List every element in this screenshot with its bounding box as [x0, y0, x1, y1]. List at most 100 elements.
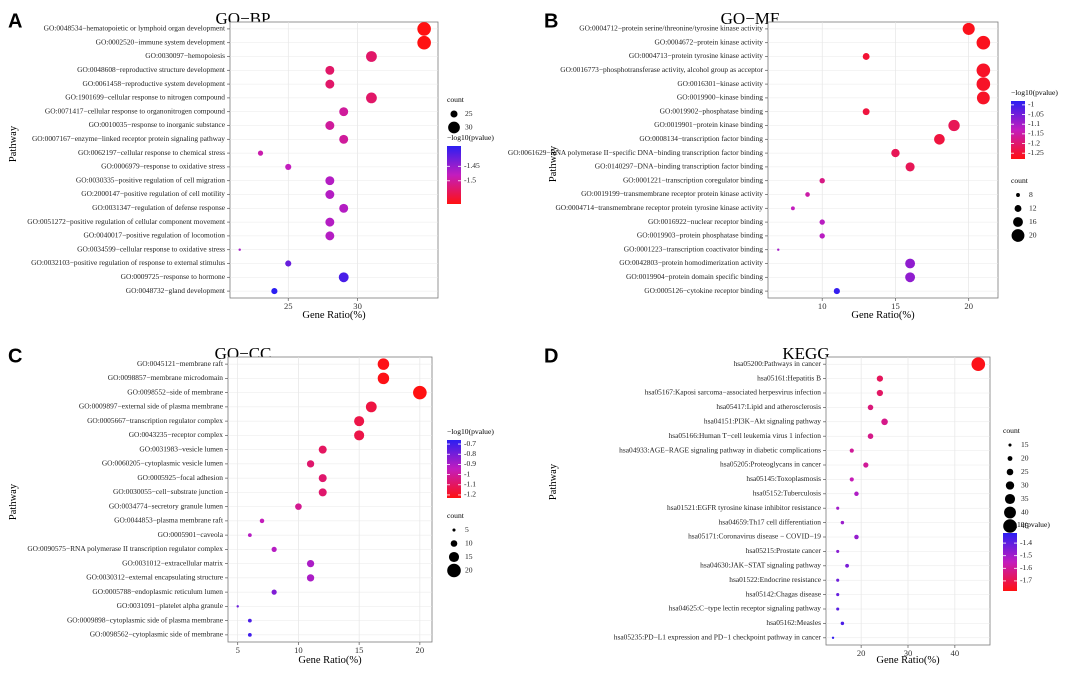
color-legend-label: -1.5: [1020, 550, 1032, 559]
data-point: [325, 231, 335, 241]
y-tick-label: GO:0019900−kinase binding: [677, 93, 763, 102]
data-point: [325, 190, 335, 199]
color-legend-title: −log10(pvalue): [1011, 88, 1058, 97]
data-point: [238, 248, 241, 251]
y-tick-label: GO:0019901−protein kinase binding: [654, 120, 763, 129]
data-point: [271, 288, 278, 295]
y-tick-label: hsa04151:PI3K−Akt signaling pathway: [704, 417, 821, 426]
y-tick-label: GO:0009897−external side of plasma membr…: [79, 402, 224, 411]
y-tick-label: GO:0001221−transcription coregulator bin…: [623, 175, 763, 184]
data-point: [819, 178, 825, 184]
y-tick-label: GO:0009898−cytoplasmic side of plasma me…: [67, 615, 224, 624]
y-tick-label: GO:0030312−external encapsulating struct…: [86, 573, 223, 582]
x-tick-label: 10: [294, 645, 303, 655]
y-tick-label: GO:0061458−reproductive system developme…: [82, 79, 225, 88]
y-tick-label: GO:0030097−hemopoiesis: [145, 51, 225, 60]
data-point: [257, 150, 264, 156]
panel-b: B GO−MF 10 15 20 GO:0004712−protein serine/th…: [508, 9, 1058, 321]
x-tick-label: 20: [857, 648, 866, 658]
y-tick-label: hsa05162:Measles: [766, 618, 821, 627]
y-axis-label: Pathway: [548, 463, 559, 500]
y-tick-label: GO:0034774−secretory granule lumen: [109, 501, 223, 510]
data-point: [325, 121, 335, 130]
size-legend-dot: [1004, 493, 1016, 505]
y-tick-label: hsa01521:EGFR tyrosine kinase inhibitor …: [667, 503, 822, 512]
y-tick-label: GO:0016301−kinase activity: [677, 79, 763, 88]
color-bar: [447, 440, 461, 498]
size-legend-title: count: [1011, 176, 1029, 185]
data-point: [325, 217, 335, 227]
y-tick-label: hsa05205:Proteoglycans in cancer: [720, 460, 822, 469]
size-legend-dot: [447, 563, 461, 578]
data-point: [247, 632, 252, 637]
color-legend-label: -0.9: [464, 459, 476, 468]
x-axis-label: Gene Ratio(%): [302, 310, 366, 321]
data-point: [339, 203, 349, 213]
data-point: [366, 92, 377, 104]
data-point: [777, 248, 780, 251]
size-legend-label: 20: [1021, 453, 1029, 462]
data-point: [976, 77, 991, 91]
size-legend-dot: [1016, 193, 1020, 197]
panel-letter: C: [8, 345, 22, 367]
x-tick-label: 40: [951, 648, 960, 658]
color-bar: [447, 146, 461, 204]
data-point: [339, 134, 349, 144]
color-legend-label: -1.2: [464, 490, 476, 499]
y-tick-label: GO:0098857−membrane microdomain: [108, 373, 224, 382]
data-point: [876, 375, 884, 382]
y-tick-label: GO:0016922−nuclear receptor binding: [648, 217, 763, 226]
y-tick-label: GO:0042803−protein homodimerization acti…: [619, 258, 763, 267]
size-legend-label: 5: [465, 525, 469, 534]
data-point: [948, 119, 960, 132]
size-legend-dot: [1006, 468, 1014, 476]
y-tick-label: GO:2000147−positive regulation of cell m…: [81, 189, 225, 198]
x-tick-label: 30: [353, 301, 362, 311]
y-tick-label: GO:0034599−cellular response to oxidativ…: [77, 244, 225, 253]
data-point: [285, 163, 292, 170]
color-bar: [1003, 533, 1017, 591]
size-legend-label: 16: [1029, 217, 1037, 226]
size-legend-label: 35: [1021, 494, 1029, 503]
y-tick-label: GO:0040017−positive regulation of locomo…: [84, 231, 226, 240]
data-point: [854, 534, 859, 540]
y-tick-label: GO:0004672−protein kinase activity: [655, 37, 764, 46]
data-point: [836, 578, 840, 582]
y-tick-label: hsa01522:Endocrine resistance: [729, 575, 821, 584]
y-tick-label: GO:0051272−positive regulation of cellul…: [27, 217, 226, 226]
size-legend-label: 15: [465, 552, 473, 561]
x-tick-label: 20: [964, 301, 973, 311]
data-point: [306, 460, 315, 468]
data-point: [325, 79, 335, 89]
x-tick-label: 25: [284, 301, 293, 311]
data-point: [962, 22, 975, 35]
size-legend-dot: [450, 540, 458, 547]
size-legend-label: 10: [465, 538, 473, 547]
y-tick-label: GO:0019199−transmembrane receptor protei…: [581, 189, 763, 198]
y-tick-label: GO:0004713−protein tyrosine kinase activ…: [629, 51, 763, 60]
y-tick-label: GO:0048608−reproductive structure develo…: [77, 65, 226, 74]
y-tick-label: hsa05167:Kaposi sarcoma−associated herpe…: [645, 388, 822, 397]
data-point: [976, 35, 991, 50]
data-point: [306, 574, 315, 582]
data-point: [867, 433, 874, 439]
data-point: [836, 607, 840, 611]
data-point: [354, 416, 365, 427]
size-legend-dot: [1007, 456, 1013, 461]
chart-title: GO−MF: [721, 9, 780, 28]
data-point: [854, 491, 859, 497]
y-tick-label: GO:0062197−cellular response to chemical…: [78, 148, 225, 157]
y-tick-label: GO:0005925−focal adhesion: [137, 473, 223, 482]
y-tick-label: GO:0005126−cytokine receptor binding: [644, 286, 763, 295]
size-legend-dot: [452, 528, 456, 532]
y-tick-label: hsa05200:Pathways in cancer: [734, 359, 822, 368]
size-legend-dot: [1005, 481, 1015, 490]
x-axis-label: Gene Ratio(%): [298, 655, 362, 666]
size-legend-dot: [1003, 519, 1017, 533]
data-point: [849, 448, 854, 453]
data-point: [976, 63, 991, 78]
size-legend-label: 8: [1029, 190, 1033, 199]
